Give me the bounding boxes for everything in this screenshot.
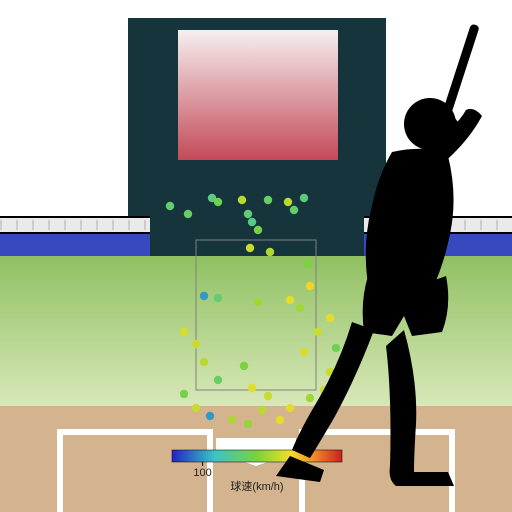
pitch-point xyxy=(248,218,256,226)
pitch-point xyxy=(314,328,322,336)
pitch-point xyxy=(166,202,174,210)
pitch-point xyxy=(276,416,284,424)
pitch-point xyxy=(214,294,222,302)
pitch-point xyxy=(306,282,314,290)
pitch-point xyxy=(286,404,294,412)
pitch-point xyxy=(266,248,274,256)
legend-tick: 100 xyxy=(193,467,211,479)
pitch-location-chart: 100150球速(km/h) xyxy=(0,0,512,512)
pitch-point xyxy=(248,384,256,392)
pitch-point xyxy=(214,376,222,384)
pitch-point xyxy=(306,394,314,402)
pitch-point xyxy=(192,340,200,348)
pitch-point xyxy=(290,206,298,214)
pitch-point xyxy=(304,260,312,268)
pitch-point xyxy=(214,198,222,206)
pitch-point xyxy=(240,362,248,370)
pitch-point xyxy=(264,196,272,204)
pitch-point xyxy=(244,210,252,218)
pitch-point xyxy=(254,226,262,234)
pitch-point xyxy=(228,416,236,424)
pitch-point xyxy=(300,194,308,202)
pitch-point xyxy=(326,314,334,322)
pitch-point xyxy=(332,344,340,352)
pitch-point xyxy=(180,328,188,336)
pitch-point xyxy=(200,358,208,366)
pitch-point xyxy=(192,404,200,412)
pitch-point xyxy=(296,304,304,312)
scoreboard-screen xyxy=(178,30,338,160)
pitch-point xyxy=(200,292,208,300)
pitch-point xyxy=(184,210,192,218)
pitch-point xyxy=(254,298,262,306)
pitch-point xyxy=(244,420,252,428)
pitch-point xyxy=(180,390,188,398)
pitch-point xyxy=(284,198,292,206)
pitch-point xyxy=(300,348,308,356)
legend-label: 球速(km/h) xyxy=(230,479,283,493)
pitch-point xyxy=(246,244,254,252)
pitch-point xyxy=(258,406,266,414)
pitch-point xyxy=(238,196,246,204)
pitch-point xyxy=(264,392,272,400)
velocity-legend-bar xyxy=(172,450,342,462)
strike-zone xyxy=(196,240,316,390)
pitch-point xyxy=(286,296,294,304)
pitch-point xyxy=(206,412,214,420)
